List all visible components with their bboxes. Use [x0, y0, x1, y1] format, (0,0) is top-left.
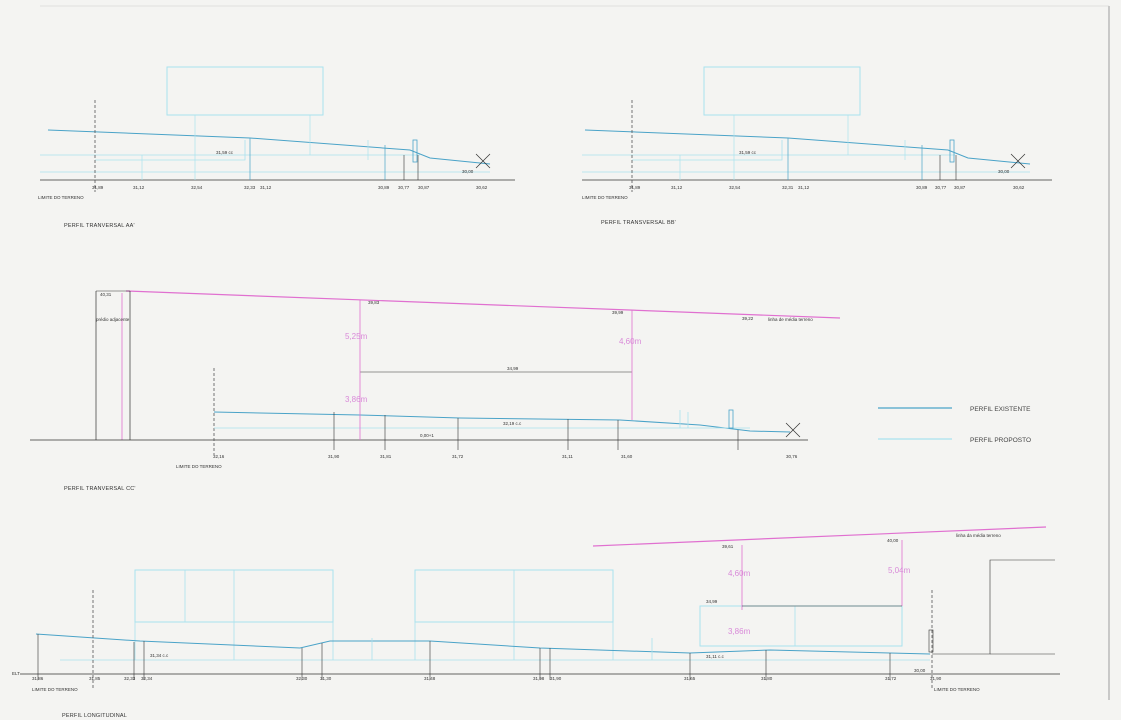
long-dim: 5,04m	[888, 566, 911, 575]
long-top: 39,61	[722, 544, 734, 549]
long-level: 31,86	[32, 676, 44, 681]
cc-title: PERFIL TRANVERSAL CC'	[64, 486, 136, 492]
long-level: 32,34	[141, 676, 153, 681]
aa-level: 31,89	[92, 185, 104, 190]
bb-level: 32,54	[729, 185, 741, 190]
bb-building-outline	[703, 66, 861, 116]
bb-level: 31,12	[798, 185, 810, 190]
long-limit-left: LIMITE DO TERRENO	[32, 687, 78, 692]
cc-top: 39,83	[368, 300, 380, 305]
long-existing-profile	[35, 633, 931, 655]
long-level: 31,90	[550, 676, 562, 681]
legend-proposed-label: PERFIL PROPOSTO	[970, 437, 1031, 444]
legend-existing-label: PERFIL EXISTENTE	[970, 406, 1031, 413]
cc-level: 31,90	[328, 454, 340, 459]
cc-half-line-label: linha de média terreno	[768, 317, 813, 322]
cc-floor-level: 32,19 c.c	[503, 421, 522, 426]
cc-neighbor-label: prédio adjacente	[96, 317, 130, 322]
aa-title: PERFIL TRANVERSAL AA'	[64, 223, 135, 229]
long-level-b: 31,11 c.c	[706, 654, 725, 659]
long-level: 31,30	[320, 676, 332, 681]
long-half-line-label: linha da média terreno	[956, 533, 1001, 538]
section-cc: 40,31 prédio adjacente 39,83 39,99 39,22…	[30, 290, 841, 492]
aa-level-end: 30,00	[462, 169, 474, 174]
cc-dim: 3,86m	[345, 395, 368, 404]
bb-level: 31,12	[671, 185, 683, 190]
bb-level: 30,62	[1013, 185, 1025, 190]
cc-level: 31,60	[621, 454, 633, 459]
long-mid-level: 34,99	[706, 599, 718, 604]
section-aa: 31,59 cc 30,00 31,89 31,12 32,54 32,33 3…	[38, 66, 515, 229]
aa-level: 30,62	[476, 185, 488, 190]
aa-level: 31,12	[260, 185, 272, 190]
long-level: 32,33	[124, 676, 136, 681]
cc-top-left: 40,31	[100, 292, 112, 297]
cc-level: 31,11	[562, 454, 573, 459]
cc-top: 39,22	[742, 316, 754, 321]
long-level: 32,30	[296, 676, 308, 681]
aa-level: 30,89	[378, 185, 390, 190]
aa-existing-profile	[47, 129, 491, 165]
cc-level: 31,72	[452, 454, 464, 459]
cc-mid-level: 34,99	[507, 366, 519, 371]
cc-half-line	[125, 290, 841, 319]
section-longitudinal: linha da média terreno 39,61 40,00 4,60m…	[12, 526, 1060, 719]
aa-level: 31,12	[133, 185, 145, 190]
long-level: 31,72	[885, 676, 897, 681]
cc-limit-label: LIMITE DO TERRENO	[176, 464, 222, 469]
cc-top: 39,99	[612, 310, 624, 315]
bb-level: 31,89	[629, 185, 641, 190]
cc-dim: 5,25m	[345, 332, 368, 341]
bb-level-mid: 31,59 cc	[739, 150, 757, 155]
aa-limit-label: LIMITE DO TERRENO	[38, 195, 84, 200]
bb-level: 32,31	[782, 185, 794, 190]
aa-building-outline	[166, 66, 324, 116]
long-dim: 4,60m	[728, 569, 751, 578]
long-dim: 3,86m	[728, 627, 751, 636]
cc-small-note: 0,00+1	[420, 433, 434, 438]
long-level: 31,90	[930, 676, 942, 681]
aa-level: 30,87	[418, 185, 430, 190]
long-level-end: 30,00	[914, 668, 926, 673]
cc-level: 30,76	[786, 454, 798, 459]
bb-level: 30,77	[935, 185, 947, 190]
bb-existing-profile	[584, 129, 1031, 165]
bb-level: 30,87	[954, 185, 966, 190]
aa-level: 32,33	[244, 185, 256, 190]
bb-limit-label: LIMITE DO TERRENO	[582, 195, 628, 200]
bb-level-end: 30,00	[998, 169, 1010, 174]
long-level-a: 31,34 c.c	[150, 653, 169, 658]
long-level: 31,98	[533, 676, 545, 681]
long-limit-right: LIMITE DO TERRENO	[934, 687, 980, 692]
long-level: 31,65	[684, 676, 696, 681]
long-half-line	[592, 526, 1047, 547]
cc-dim: 4,60m	[619, 337, 642, 346]
long-level: 31,48	[424, 676, 436, 681]
bb-level: 30,89	[916, 185, 928, 190]
long-level: 31,85	[89, 676, 101, 681]
long-top: 40,00	[887, 538, 899, 543]
long-level: 31,80	[761, 676, 773, 681]
legend: PERFIL EXISTENTE PERFIL PROPOSTO	[878, 406, 1031, 444]
long-left-tag: ELT	[12, 671, 20, 676]
cc-level: 31,81	[380, 454, 392, 459]
aa-level: 30,77	[398, 185, 410, 190]
cc-level: 32,16	[213, 454, 225, 459]
long-title: PERFIL LONGITUDINAL	[62, 713, 127, 719]
section-bb: 31,59 cc 30,00 31,89 31,12 32,54 32,31 3…	[582, 66, 1052, 226]
aa-level-mid: 31,59 cc	[216, 150, 234, 155]
aa-level: 32,54	[191, 185, 203, 190]
bb-title: PERFIL TRANSVERSAL BB'	[601, 220, 676, 226]
